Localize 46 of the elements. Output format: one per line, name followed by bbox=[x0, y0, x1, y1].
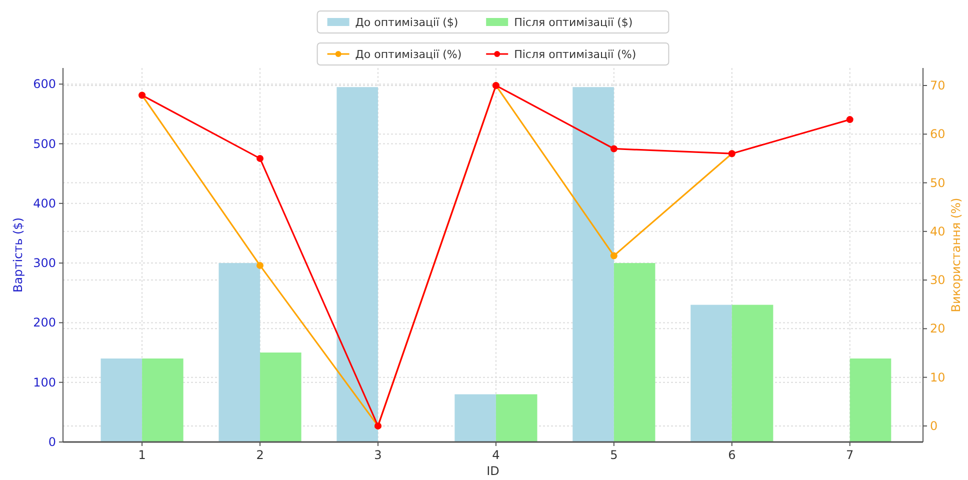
legend-label: Після оптимізації ($) bbox=[514, 16, 633, 29]
x-tick-label: 7 bbox=[846, 448, 854, 462]
point bbox=[256, 154, 264, 162]
x-tick-label: 6 bbox=[728, 448, 736, 462]
y2-tick-label: 50 bbox=[930, 176, 946, 190]
y2-tick-label: 40 bbox=[930, 224, 946, 238]
legend-label: До оптимізації ($) bbox=[355, 16, 458, 29]
legend-label: Після оптимізації (%) bbox=[514, 48, 636, 61]
bar bbox=[336, 87, 378, 442]
bar bbox=[100, 358, 142, 442]
legend-label: До оптимізації (%) bbox=[355, 48, 462, 61]
bar bbox=[690, 304, 732, 442]
x-tick-label: 1 bbox=[138, 448, 146, 462]
point bbox=[610, 145, 618, 152]
bar bbox=[496, 394, 538, 442]
y-axis-title: Вартість ($) bbox=[11, 218, 25, 292]
point bbox=[846, 116, 854, 124]
bar bbox=[732, 304, 774, 442]
bar bbox=[218, 263, 260, 442]
y-tick-label: 400 bbox=[33, 196, 56, 210]
x-tick-label: 2 bbox=[256, 448, 264, 462]
y2-axis-title: Використання (%) bbox=[949, 198, 963, 312]
y2-tick-label: 20 bbox=[930, 322, 946, 336]
y2-tick-label: 30 bbox=[930, 273, 946, 288]
y-tick-label: 300 bbox=[33, 256, 56, 270]
y2-tick-label: 60 bbox=[930, 127, 946, 142]
point bbox=[610, 252, 618, 260]
bar bbox=[454, 394, 496, 442]
y-tick-label: 100 bbox=[33, 375, 56, 390]
x-tick-label: 5 bbox=[610, 448, 618, 462]
y-tick-label: 500 bbox=[33, 136, 56, 151]
bar bbox=[614, 263, 656, 442]
y-tick-label: 0 bbox=[48, 435, 56, 449]
bar bbox=[850, 358, 892, 442]
x-tick-label: 4 bbox=[492, 448, 500, 462]
point bbox=[256, 262, 264, 269]
y-tick-label: 200 bbox=[33, 316, 56, 330]
x-tick-label: 3 bbox=[374, 448, 382, 462]
x-axis-title: ID bbox=[486, 464, 500, 478]
y2-tick-label: 0 bbox=[930, 418, 938, 433]
y2-tick-label: 70 bbox=[930, 78, 946, 93]
bar bbox=[260, 352, 302, 442]
y-tick-label: 600 bbox=[33, 77, 56, 92]
bar bbox=[142, 358, 184, 442]
y2-tick-label: 10 bbox=[930, 370, 946, 384]
bar bbox=[572, 87, 614, 442]
